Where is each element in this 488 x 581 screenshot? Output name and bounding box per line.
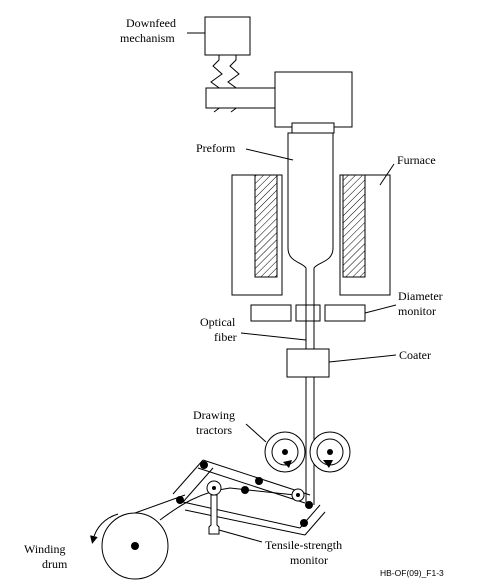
coater	[286, 348, 330, 378]
preform-holder	[274, 71, 353, 134]
winding-drum-label-1: Winding	[24, 542, 66, 556]
optical-fiber-label-1: Optical	[200, 315, 236, 329]
drawing-tractors-label-2: tractors	[196, 423, 232, 437]
winding-drum	[90, 494, 186, 580]
winding-drum-label-2: drum	[42, 557, 68, 571]
diameter-monitor-label-2: monitor	[398, 304, 436, 318]
diameter-monitor-label-1: Diameter	[398, 289, 443, 303]
furnace-label: Furnace	[397, 153, 436, 167]
diameter-monitor	[250, 304, 366, 322]
coater-label: Coater	[399, 348, 431, 362]
tensile-strength-monitor	[206, 480, 222, 535]
tensile-strength-label-1: Tensile-strength	[265, 538, 342, 552]
furnace	[231, 174, 391, 296]
downfeed-mechanism	[204, 16, 277, 113]
tensile-strength-label-2: monitor	[290, 553, 328, 567]
downfeed-label-2: mechanism	[120, 31, 175, 45]
belt-pulley-system	[159, 459, 326, 536]
drawing-tractors-label-1: Drawing	[193, 408, 235, 422]
drawing-tractors	[264, 431, 351, 473]
optical-fiber	[305, 305, 315, 505]
preform	[287, 132, 334, 306]
preform-label: Preform	[196, 141, 236, 155]
downfeed-label-1: Downfeed	[126, 16, 176, 30]
optical-fiber-label-2: fiber	[214, 330, 237, 344]
figure-id: HB-OF(09)_F1-3	[380, 568, 444, 578]
leader-lines	[187, 32, 397, 543]
